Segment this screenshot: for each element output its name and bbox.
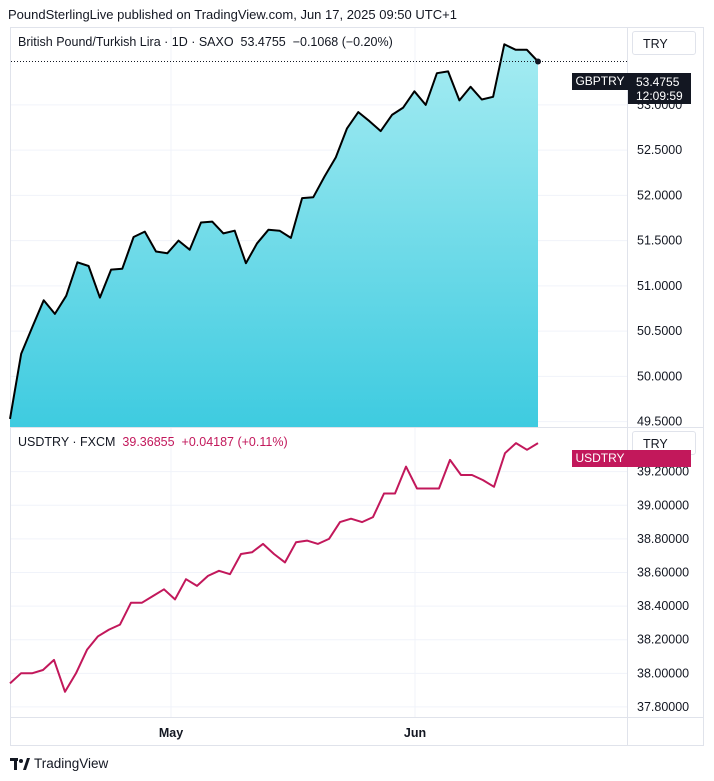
plot-top: [9, 43, 627, 428]
price-tag-value-top: 53.4755: [636, 75, 680, 89]
series-line-USDTRY: [9, 442, 539, 693]
legend-top-change: −0.1068 (−0.20%): [292, 35, 393, 49]
price-tag-symbol-bottom: USDTRY: [572, 450, 628, 467]
legend-bottom: USDTRY · FXCM 39.36855 +0.04187 (+0.11%): [18, 435, 288, 449]
price-tag-countdown-top: 12:09:59: [636, 89, 683, 103]
price-axis-top: 53.000052.500052.000051.500051.000050.50…: [637, 98, 682, 429]
footer-brand[interactable]: TradingView: [10, 756, 108, 771]
y-tick-label: 38.80000: [637, 532, 689, 546]
price-tag-symbol-top: GBPTRY: [572, 73, 628, 90]
grid-bottom: [11, 428, 627, 717]
y-tick-label: 52.0000: [637, 188, 682, 202]
y-tick-label: 38.40000: [637, 599, 689, 613]
y-tick-label: 50.5000: [637, 324, 682, 338]
series-line-GBPTRY: [9, 43, 539, 420]
price-axis-bottom: 39.20000 39.00000 38.80000 38.60000 38.40000…: [637, 465, 689, 714]
price-tag-bottom: [628, 450, 691, 467]
x-tick-label: Jun: [404, 726, 426, 740]
y-tick-label: 51.5000: [637, 234, 682, 248]
y-tick-label: 38.20000: [637, 633, 689, 647]
currency-button-top[interactable]: TRY: [632, 31, 696, 55]
time-axis: May Jun: [159, 726, 426, 740]
y-tick-label: 38.60000: [637, 566, 689, 580]
legend-top-name: British Pound/Turkish Lira · 1D · SAXO: [18, 35, 234, 49]
publish-header: PoundSterlingLive published on TradingVi…: [8, 7, 457, 22]
last-price-dot: [535, 58, 541, 65]
y-tick-label: 50.0000: [637, 369, 682, 383]
y-tick-label: 49.5000: [637, 415, 682, 429]
legend-top: British Pound/Turkish Lira · 1D · SAXO 5…: [18, 35, 393, 49]
y-tick-label: 51.0000: [637, 279, 682, 293]
footer-brand-label: TradingView: [34, 756, 109, 771]
legend-bottom-last: 39.36855: [122, 435, 175, 449]
legend-bottom-name: USDTRY · FXCM: [18, 435, 116, 449]
tradingview-logo-icon: [10, 757, 30, 770]
y-tick-label: 52.5000: [637, 143, 682, 157]
legend-bottom-change: +0.04187 (+0.11%): [181, 435, 288, 449]
plot-bottom: [9, 442, 539, 693]
series-area-GBPTRY: [10, 44, 538, 428]
y-tick-label: 39.20000: [637, 465, 689, 479]
y-tick-label: 38.00000: [637, 666, 689, 680]
x-tick-label: May: [159, 726, 183, 740]
y-tick-label: 39.00000: [637, 498, 689, 512]
y-tick-label: 37.80000: [637, 700, 689, 714]
legend-top-last: 53.4755: [240, 35, 286, 49]
price-tag-top: 53.4755 12:09:59: [628, 73, 691, 104]
